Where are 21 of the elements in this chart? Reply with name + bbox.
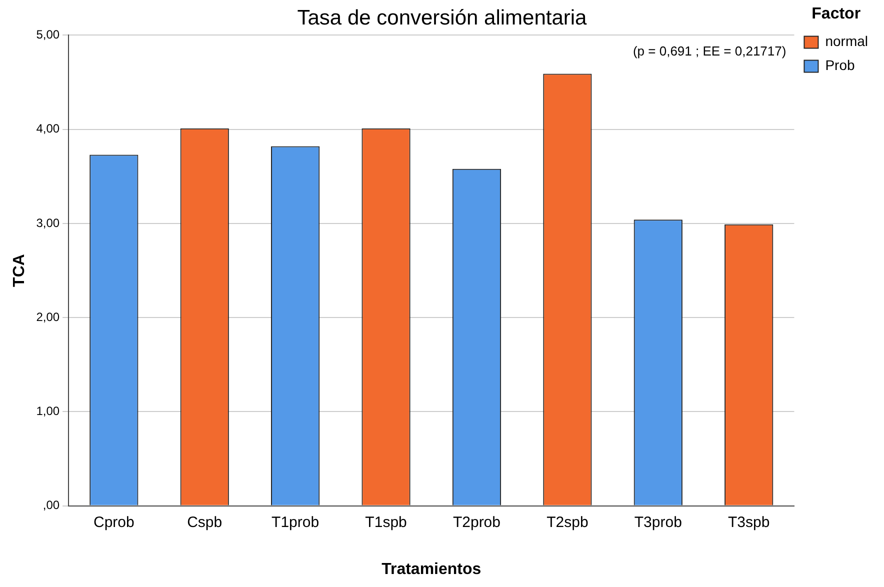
legend-title: Factor (812, 5, 861, 22)
x-tick-label: T1spb (365, 514, 407, 531)
annotation: (p = 0,691 ; EE = 0,21717) (632, 43, 786, 58)
x-tick-label: T2prob (452, 514, 500, 531)
x-tick-label: T3spb (728, 514, 770, 531)
x-tick-label: Cprob (93, 514, 134, 531)
y-tick-label: 1,00 (36, 404, 60, 418)
x-tick-label: T3prob (634, 514, 682, 531)
x-tick-label: T1prob (272, 514, 320, 531)
x-tick-label: T2spb (546, 514, 588, 531)
x-axis-title: Tratamientos (382, 560, 482, 578)
y-axis-title: TCA (11, 254, 28, 287)
legend-label: normal (825, 33, 868, 50)
legend-label: Prob (825, 57, 855, 74)
y-tick-label: 4,00 (36, 122, 60, 136)
y-tick-label: ,00 (42, 498, 60, 512)
y-tick-label: 5,00 (36, 28, 60, 42)
y-tick-label: 3,00 (36, 216, 60, 230)
chart-title: Tasa de conversión alimentaria (297, 6, 588, 30)
y-tick-label: 2,00 (36, 310, 60, 324)
x-tick-label: Cspb (187, 514, 222, 531)
